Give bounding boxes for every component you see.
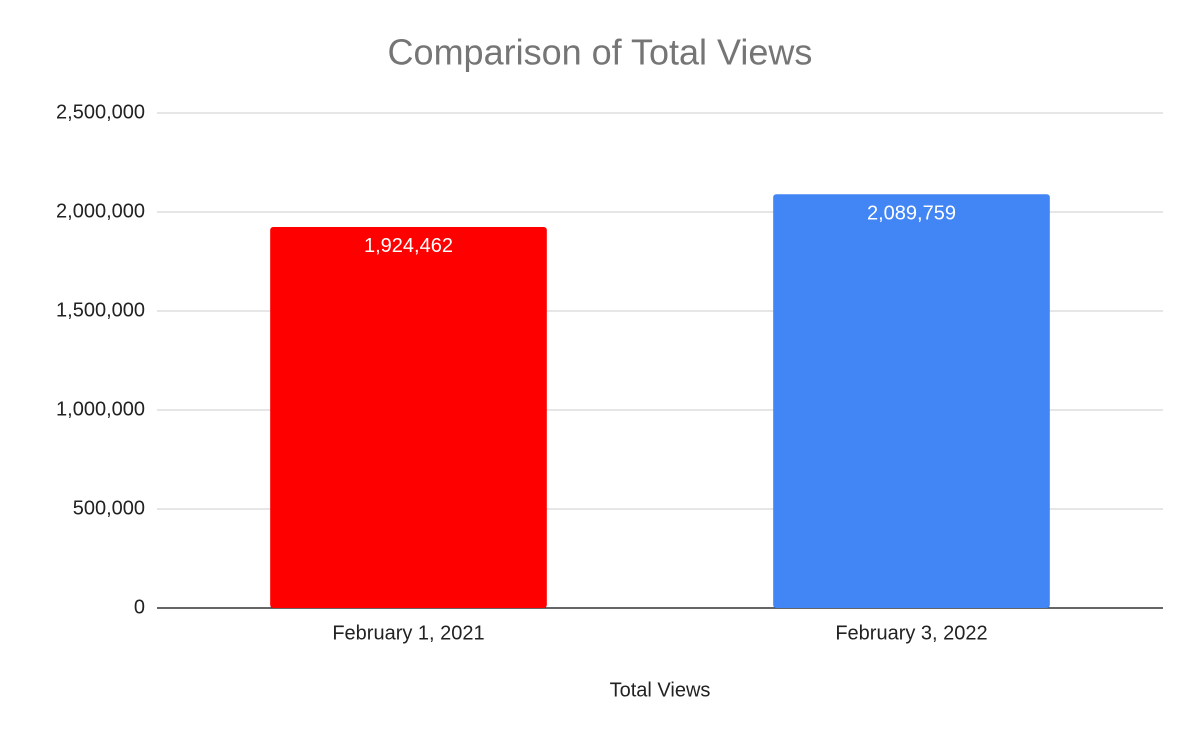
value-label: 1,924,462 [364, 235, 453, 257]
bar [270, 226, 547, 608]
bar [773, 194, 1050, 608]
value-label: 2,089,759 [867, 203, 956, 225]
x-tick-label: February 1, 2021 [332, 622, 484, 644]
y-tick-label: 1,500,000 [56, 299, 145, 321]
chart-title: Comparison of Total Views [388, 32, 813, 73]
y-tick-label: 500,000 [73, 497, 145, 519]
x-tick-label: February 3, 2022 [835, 622, 987, 644]
y-tick-label: 1,000,000 [56, 398, 145, 420]
y-tick-label: 2,000,000 [56, 200, 145, 222]
x-axis-title: Total Views [610, 679, 711, 701]
y-tick-label: 2,500,000 [56, 101, 145, 123]
y-tick-label: 0 [134, 596, 145, 618]
